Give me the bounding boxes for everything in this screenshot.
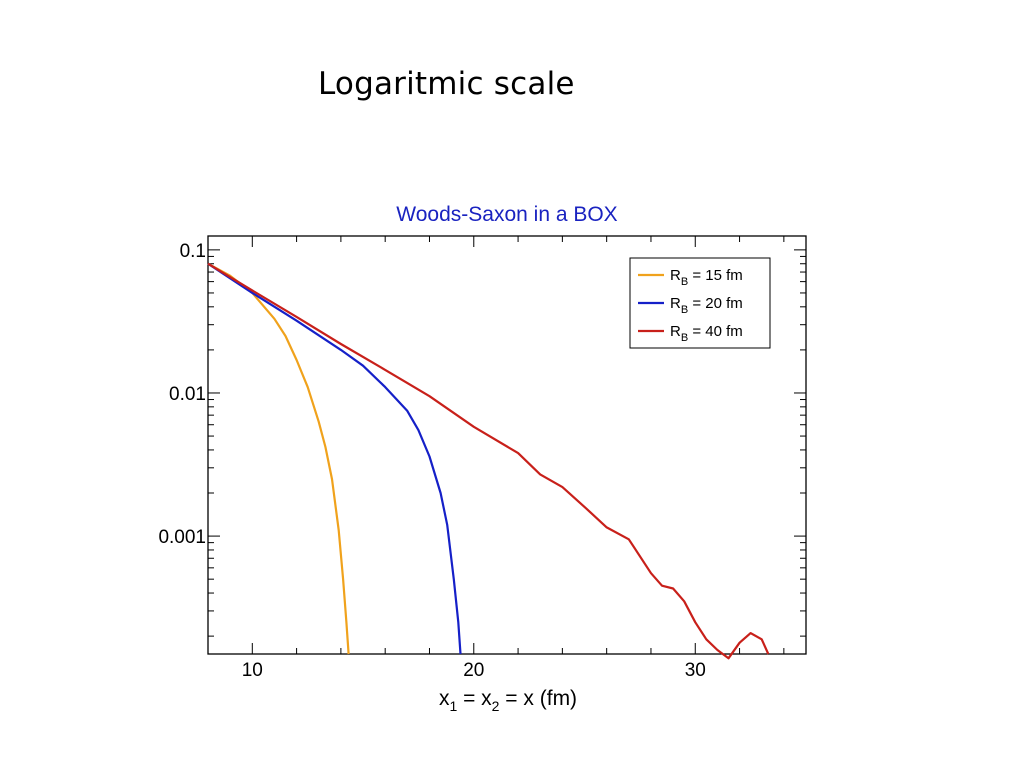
y-tick-label: 0.001: [158, 527, 206, 548]
legend-entry-1: RB = 15 fm: [670, 267, 743, 288]
y-tick-label: 0.1: [180, 241, 206, 262]
axis-ticks: 10 20 30 0.1 0.01 0.001: [158, 236, 806, 681]
slide-title: Logaritmic scale: [318, 66, 575, 102]
legend: RB = 15 fm RB = 20 fm RB = 40 fm: [629, 257, 771, 349]
series-layer: [207, 262, 770, 660]
x-tick-label: 20: [463, 660, 484, 681]
legend-entry-3: RB = 40 fm: [670, 323, 743, 344]
x-tick-label: 30: [685, 660, 706, 681]
x-tick-label: 10: [242, 660, 263, 681]
x-axis-label: x1 = x2 = x (fm): [439, 687, 577, 714]
legend-entry-2: RB = 20 fm: [670, 295, 743, 316]
series-line-1: [207, 262, 350, 655]
legend-box: [629, 257, 771, 349]
plot-frame: [207, 235, 807, 655]
chart-title: Woods-Saxon in a BOX: [396, 203, 617, 226]
series-line-3: [207, 262, 770, 660]
y-tick-label: 0.01: [169, 384, 206, 405]
series-line-2: [207, 262, 462, 655]
